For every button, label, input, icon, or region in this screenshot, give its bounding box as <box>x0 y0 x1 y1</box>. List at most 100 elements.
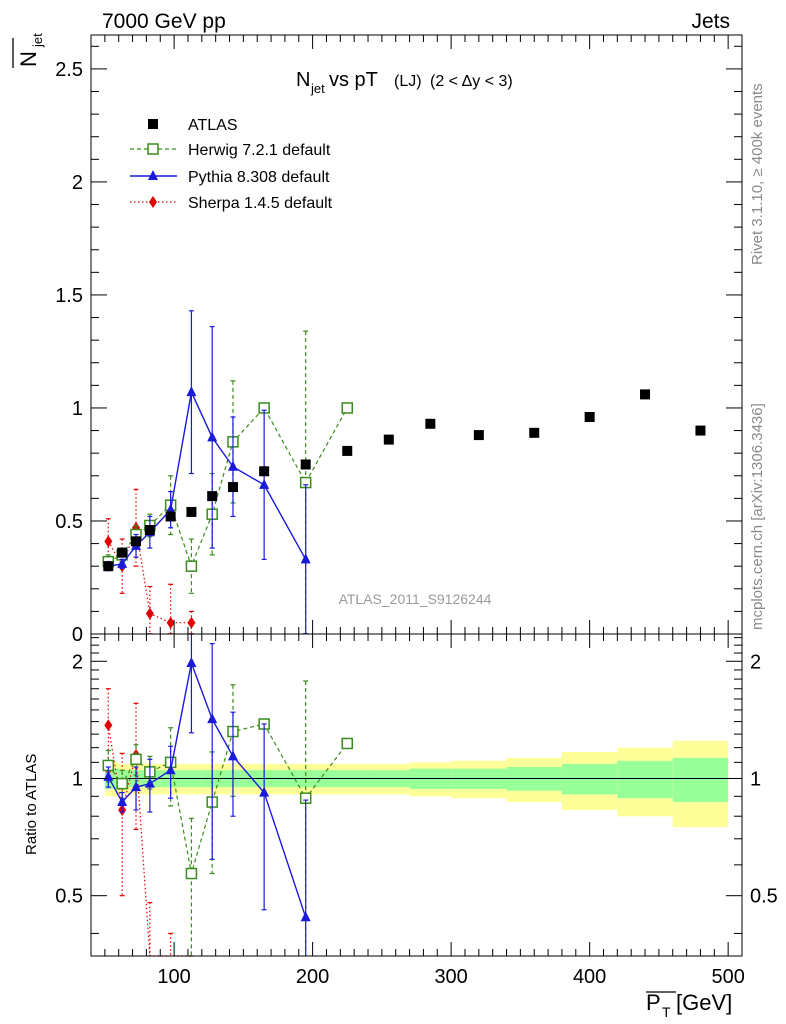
header-left: 7000 GeV pp <box>102 10 226 33</box>
svg-text:N: N <box>296 69 310 91</box>
ratio-point-pythia <box>227 750 238 761</box>
svg-text:T: T <box>662 1004 671 1020</box>
svg-text:P: P <box>646 990 661 1015</box>
main-point-atlas <box>103 561 114 572</box>
main-point-atlas <box>584 412 595 423</box>
svg-text:[GeV]: [GeV] <box>676 990 732 1015</box>
main-point-pythia <box>165 503 176 514</box>
y-tick-label: 2 <box>72 172 83 194</box>
header-right: Jets <box>691 10 730 33</box>
ratio-point-pythia <box>117 796 128 807</box>
svg-text:Sherpa 1.4.5 default: Sherpa 1.4.5 default <box>188 195 333 212</box>
main-point-atlas <box>300 459 311 470</box>
ratio-point-herwig <box>185 867 198 880</box>
legend: ATLAS Herwig 7.2.1 default Pythia 8.308 … <box>130 117 333 212</box>
svg-text:Pythia 8.308 default: Pythia 8.308 default <box>188 169 330 186</box>
ratio-y-tick-label-right: 0.5 <box>750 886 778 908</box>
legend-pythia: Pythia 8.308 default <box>130 169 330 186</box>
main-point-atlas <box>131 536 142 547</box>
analysis-watermark: ATLAS_2011_S9126244 <box>339 591 492 607</box>
ratio-point-pythia <box>259 786 270 797</box>
ratio-point-herwig <box>130 753 142 766</box>
ratio-uncertainty-band <box>104 740 729 828</box>
main-point-atlas <box>144 525 155 536</box>
main-point-pythia <box>259 478 270 489</box>
ratio-point-herwig <box>116 777 128 790</box>
ratio-y-axis-label: Ratio to ATLAS <box>23 754 40 855</box>
main-point-atlas <box>342 445 353 456</box>
band-inner-bin <box>672 757 729 803</box>
main-point-sherpa <box>145 607 154 620</box>
main-point-atlas <box>227 482 238 493</box>
ratio-series-sherpa <box>104 688 194 957</box>
ratio-series-pythia <box>103 633 311 956</box>
ratio-point-sherpa <box>104 719 113 732</box>
main-point-atlas <box>207 491 218 502</box>
main-point-atlas <box>473 430 484 441</box>
ratio-series-herwig <box>102 680 353 956</box>
legend-herwig: Herwig 7.2.1 default <box>130 142 331 159</box>
ratio-plot-series <box>102 633 353 957</box>
main-point-atlas <box>383 434 394 445</box>
svg-text:Herwig 7.2.1 default: Herwig 7.2.1 default <box>188 142 331 159</box>
main-line-sherpa <box>107 525 192 624</box>
main-point-sherpa <box>104 535 113 548</box>
main-point-pythia <box>227 460 238 471</box>
main-point-sherpa <box>166 616 175 629</box>
main-point-pythia <box>300 553 311 564</box>
y-tick-label: 2.5 <box>55 59 83 81</box>
svg-text:(2 < Δy < 3): (2 < Δy < 3) <box>430 73 513 90</box>
main-point-pythia <box>207 431 218 442</box>
ratio-point-pythia <box>144 777 155 788</box>
main-point-sherpa <box>187 616 196 629</box>
main-point-atlas <box>259 466 270 477</box>
x-axis-label: P T [GeV] <box>646 990 732 1020</box>
main-point-pythia <box>117 557 128 568</box>
main-point-atlas <box>695 425 706 436</box>
rivet-label: Rivet 3.1.10, ≥ 400k events <box>749 83 766 265</box>
main-point-atlas <box>640 389 651 400</box>
ratio-y-tick-label: 2 <box>72 651 83 673</box>
x-tick-label: 300 <box>434 966 467 988</box>
ratio-y-tick-label-right: 2 <box>750 651 761 673</box>
main-point-herwig <box>341 402 353 414</box>
band-inner-bin <box>617 760 673 799</box>
main-point-atlas <box>529 427 540 438</box>
ratio-plot-frame <box>90 633 743 957</box>
y-tick-label: 1.5 <box>55 285 83 307</box>
ratio-y-tick-label: 1 <box>72 768 83 790</box>
ratio-line-pythia <box>107 660 307 918</box>
svg-text:(LJ): (LJ) <box>394 73 422 90</box>
x-tick-label: 200 <box>296 966 329 988</box>
ratio-point-pythia <box>300 911 311 922</box>
main-point-herwig <box>185 560 198 572</box>
y-tick-label: 0 <box>72 624 83 646</box>
y-tick-label: 0.5 <box>55 511 83 533</box>
svg-text:vs pT: vs pT <box>329 69 378 91</box>
main-series-atlas <box>103 389 706 572</box>
y-tick-label: 1 <box>72 398 83 420</box>
main-plot-series <box>102 310 706 635</box>
main-point-atlas <box>186 506 197 517</box>
main-point-pythia <box>186 386 197 397</box>
x-tick-label: 500 <box>711 966 744 988</box>
main-series-pythia <box>103 310 311 635</box>
svg-text:jet: jet <box>30 33 45 48</box>
y-axis-label: N jet <box>12 33 45 68</box>
chart-title: N jet vs pT (LJ) (2 < Δy < 3) <box>296 69 513 96</box>
ratio-point-pythia <box>186 656 197 667</box>
axes: 100 200 300 400 500 0 0.5 1 1.5 2 2.5 0.5 0.5 1 1 2 2 <box>55 35 778 988</box>
main-series-herwig <box>102 330 353 635</box>
band-inner-bin <box>561 763 618 795</box>
main-point-atlas <box>165 511 176 522</box>
main-point-atlas <box>117 547 128 558</box>
ratio-point-pythia <box>131 781 142 792</box>
legend-sherpa: Sherpa 1.4.5 default <box>130 195 333 212</box>
x-tick-label: 100 <box>157 966 190 988</box>
ratio-y-tick-label-right: 1 <box>750 768 761 790</box>
ratio-point-herwig <box>341 737 353 750</box>
svg-text:N: N <box>16 51 41 67</box>
x-tick-label: 400 <box>573 966 606 988</box>
main-line-pythia <box>108 389 307 567</box>
